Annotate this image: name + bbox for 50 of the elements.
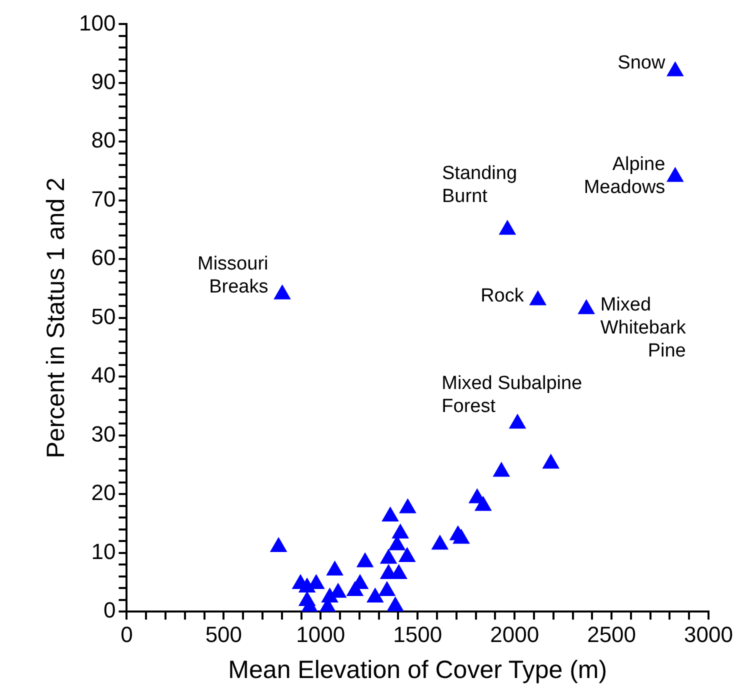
annotation: Snow	[618, 52, 666, 74]
annotation: Standing Burnt	[442, 163, 518, 208]
point	[382, 506, 399, 522]
annotation: Missouri Breaks	[198, 254, 268, 298]
y-tick-label: 50	[91, 304, 116, 329]
x-tick-label: 3000	[684, 622, 734, 647]
y-tick-label: 30	[91, 421, 116, 446]
y-tick-label: 10	[91, 538, 116, 564]
x-tick-label: 1000	[296, 622, 346, 647]
point	[452, 528, 470, 544]
point	[474, 496, 492, 511]
point	[356, 552, 374, 568]
point	[431, 534, 449, 550]
annotation: Mixed Subalpine Forest	[442, 372, 582, 417]
annotation: Alpine Meadows	[584, 154, 666, 198]
annotation: Rock	[480, 286, 524, 307]
point	[398, 546, 416, 562]
x-tick-label: 500	[205, 622, 242, 647]
y-tick-label: 80	[91, 128, 116, 153]
y-axis-title: Percent in Status 1 and 2	[42, 178, 70, 458]
point	[542, 454, 560, 469]
annotation: Mixed Whitebark Pine	[600, 294, 686, 362]
point	[578, 299, 596, 314]
point	[508, 414, 526, 429]
point	[492, 462, 510, 477]
y-tick-label: 20	[91, 480, 116, 506]
y-tick-label: 90	[91, 69, 116, 94]
point	[666, 166, 684, 182]
point	[326, 560, 344, 576]
point	[399, 498, 416, 514]
point	[270, 536, 288, 552]
point	[378, 581, 396, 596]
x-tick-label: 1500	[393, 622, 442, 647]
point	[380, 548, 398, 564]
point	[274, 284, 291, 300]
x-axis-title: Mean Elevation of Cover Type (m)	[228, 656, 608, 684]
point	[386, 596, 404, 612]
y-tick-label: 100	[78, 10, 116, 36]
point	[498, 220, 516, 235]
point	[366, 588, 384, 603]
x-tick-label: 2500	[587, 622, 636, 647]
y-tick-label: 60	[91, 245, 116, 270]
point	[529, 290, 547, 306]
y-tick-label: 0	[103, 598, 116, 623]
y-tick-label: 40	[91, 362, 116, 388]
point	[666, 61, 684, 76]
point	[392, 523, 410, 538]
y-tick-label: 70	[91, 186, 116, 212]
x-tick-label: 0	[120, 622, 133, 647]
x-tick-label: 2000	[490, 622, 540, 647]
